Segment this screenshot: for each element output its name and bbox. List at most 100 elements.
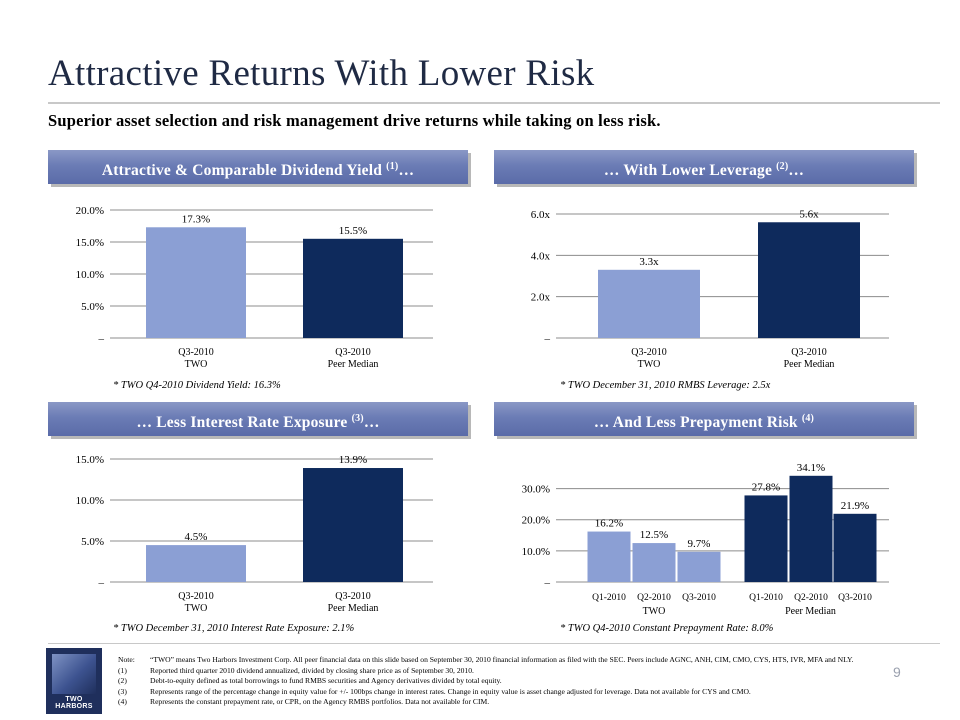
bar xyxy=(303,468,403,582)
data-label: 16.2% xyxy=(595,518,623,530)
leverage-panel-header: … With Lower Leverage (2)… xyxy=(494,150,914,184)
x-tick-label-line: Peer Median xyxy=(784,359,835,370)
x-tick-label: Q1-2010 xyxy=(592,593,626,603)
bar xyxy=(146,545,246,582)
bar xyxy=(789,475,833,582)
interest-rate-chart: 15.0%10.0%5.0%–4.5%13.9%Q3-2010 TWOQ3-201… xyxy=(76,454,433,614)
bar xyxy=(587,531,631,582)
note-key: (4) xyxy=(118,697,127,707)
data-label: 17.3% xyxy=(182,213,210,225)
x-tick-label: Q3-2010 TWO xyxy=(178,591,214,614)
interest-header-text: … Less Interest Rate Exposure xyxy=(136,414,352,431)
y-tick-label: 4.0x xyxy=(531,250,551,262)
data-label: 15.5% xyxy=(339,225,367,237)
x-tick-label: Q1-2010 xyxy=(749,593,783,603)
x-tick-label: Q3-2010 xyxy=(838,593,872,603)
company-logo: TWO HARBORS xyxy=(46,648,102,714)
note-key: Note: xyxy=(118,655,135,664)
leverage-header-suffix: … xyxy=(788,162,805,179)
prepayment-chart: 30.0% 20.0% 10.0% – 16.2% 12.5% 9.7% 27.8% 34.1%… xyxy=(522,462,889,617)
slide-title: Attractive Returns With Lower Risk xyxy=(48,53,595,94)
x-tick-label-line: TWO xyxy=(638,359,661,370)
dividend-panel-header: Attractive & Comparable Dividend Yield (… xyxy=(48,150,468,184)
bar xyxy=(833,513,877,582)
x-tick-label-line: Peer Median xyxy=(328,359,379,370)
y-tick-label: – xyxy=(544,333,551,345)
leverage-header-text: … With Lower Leverage xyxy=(603,162,777,179)
y-tick-label: 2.0x xyxy=(531,292,551,304)
dividend-footnote: * TWO Q4-2010 Dividend Yield: 16.3% xyxy=(113,380,281,391)
x-group-label: Peer Median xyxy=(785,606,836,617)
logo-mark-icon xyxy=(52,654,96,694)
dividend-yield-chart: 20.0%15.0%10.0%5.0%–17.3%15.5%Q3-2010 TWO… xyxy=(76,205,433,370)
note-key: (1) xyxy=(118,665,127,675)
x-tick-label-line: Q3-2010 xyxy=(335,591,371,602)
slide-subtitle: Superior asset selection and risk manage… xyxy=(48,111,661,130)
x-group-label: TWO xyxy=(643,606,666,617)
dividend-header-sup: (1) xyxy=(386,161,399,172)
data-label: 34.1% xyxy=(797,462,825,474)
prepay-header-sup: (4) xyxy=(801,413,815,424)
note-row: (2) Debt-to-equity defined as total borro… xyxy=(118,676,888,687)
leverage-footnote: * TWO December 31, 2010 RMBS Leverage: 2… xyxy=(560,380,771,391)
x-tick-label-line: Peer Median xyxy=(328,603,379,614)
prepay-header-text: … And Less Prepayment Risk xyxy=(593,414,802,431)
note-text: Reported third quarter 2010 dividend ann… xyxy=(150,665,474,675)
logo-text: TWO HARBORS xyxy=(55,696,93,710)
note-key: (2) xyxy=(118,676,127,686)
x-tick-label: Q3-2010 Peer Median xyxy=(328,347,379,370)
bar xyxy=(677,551,721,582)
note-key: (3) xyxy=(118,686,127,696)
y-tick-label: 10.0% xyxy=(522,546,550,558)
y-tick-label: – xyxy=(544,577,551,589)
bar xyxy=(146,227,246,338)
title-divider xyxy=(48,102,940,104)
x-tick-label-line: Q3-2010 xyxy=(178,591,214,602)
x-tick-label: Q3-2010 xyxy=(682,593,716,603)
bar xyxy=(632,543,676,582)
y-tick-label: 6.0x xyxy=(531,209,551,221)
x-tick-label-line: Q3-2010 xyxy=(791,347,827,358)
notes-section: Note: “TWO” means Two Harbors Investment … xyxy=(118,655,888,708)
y-tick-label: 10.0% xyxy=(76,495,104,507)
data-label: 12.5% xyxy=(640,529,668,541)
page-number: 9 xyxy=(893,664,901,680)
y-tick-label: 15.0% xyxy=(76,237,104,249)
bar xyxy=(758,222,860,338)
note-text: “TWO” means Two Harbors Investment Corp.… xyxy=(150,655,854,664)
note-text: Debt-to-equity defined as total borrowin… xyxy=(150,676,502,686)
data-label: 13.9% xyxy=(339,454,367,466)
y-tick-label: 15.0% xyxy=(76,454,104,466)
note-text: Represents the constant prepayment rate,… xyxy=(150,697,490,707)
note-row: Note: “TWO” means Two Harbors Investment … xyxy=(118,655,888,666)
x-tick-label-line: Q3-2010 xyxy=(631,347,667,358)
prepay-footnote: * TWO Q4-2010 Constant Prepayment Rate: … xyxy=(560,623,774,634)
y-tick-label: – xyxy=(98,333,105,345)
prepay-panel-header: … And Less Prepayment Risk (4) xyxy=(494,402,914,436)
x-tick-label: Q3-2010 Peer Median xyxy=(328,591,379,614)
data-label: 9.7% xyxy=(688,538,711,550)
note-row: (4) Represents the constant prepayment ra… xyxy=(118,697,888,708)
data-label: 21.9% xyxy=(841,500,869,512)
interest-header-sup: (3) xyxy=(351,413,364,424)
bar xyxy=(744,495,788,582)
x-tick-label-line: TWO xyxy=(185,359,208,370)
y-tick-label: 20.0% xyxy=(76,205,104,217)
x-tick-label-line: TWO xyxy=(185,603,208,614)
interest-footnote: * TWO December 31, 2010 Interest Rate Ex… xyxy=(113,623,355,634)
interest-header-suffix: … xyxy=(363,414,380,431)
bottom-divider xyxy=(48,643,940,644)
y-tick-label: 20.0% xyxy=(522,515,550,527)
bar xyxy=(303,238,403,338)
leverage-header-sup: (2) xyxy=(776,161,789,172)
y-tick-label: 5.0% xyxy=(81,536,104,548)
note-row: (1) Reported third quarter 2010 dividend … xyxy=(118,666,888,677)
x-tick-label: Q3-2010 TWO xyxy=(178,347,214,370)
note-text: Represents range of the percentage chang… xyxy=(150,686,751,696)
data-label: 5.6x xyxy=(799,208,819,220)
data-label: 3.3x xyxy=(639,256,659,268)
data-label: 27.8% xyxy=(752,481,780,493)
bar xyxy=(598,269,700,338)
x-tick-label-line: Q3-2010 xyxy=(335,347,371,358)
